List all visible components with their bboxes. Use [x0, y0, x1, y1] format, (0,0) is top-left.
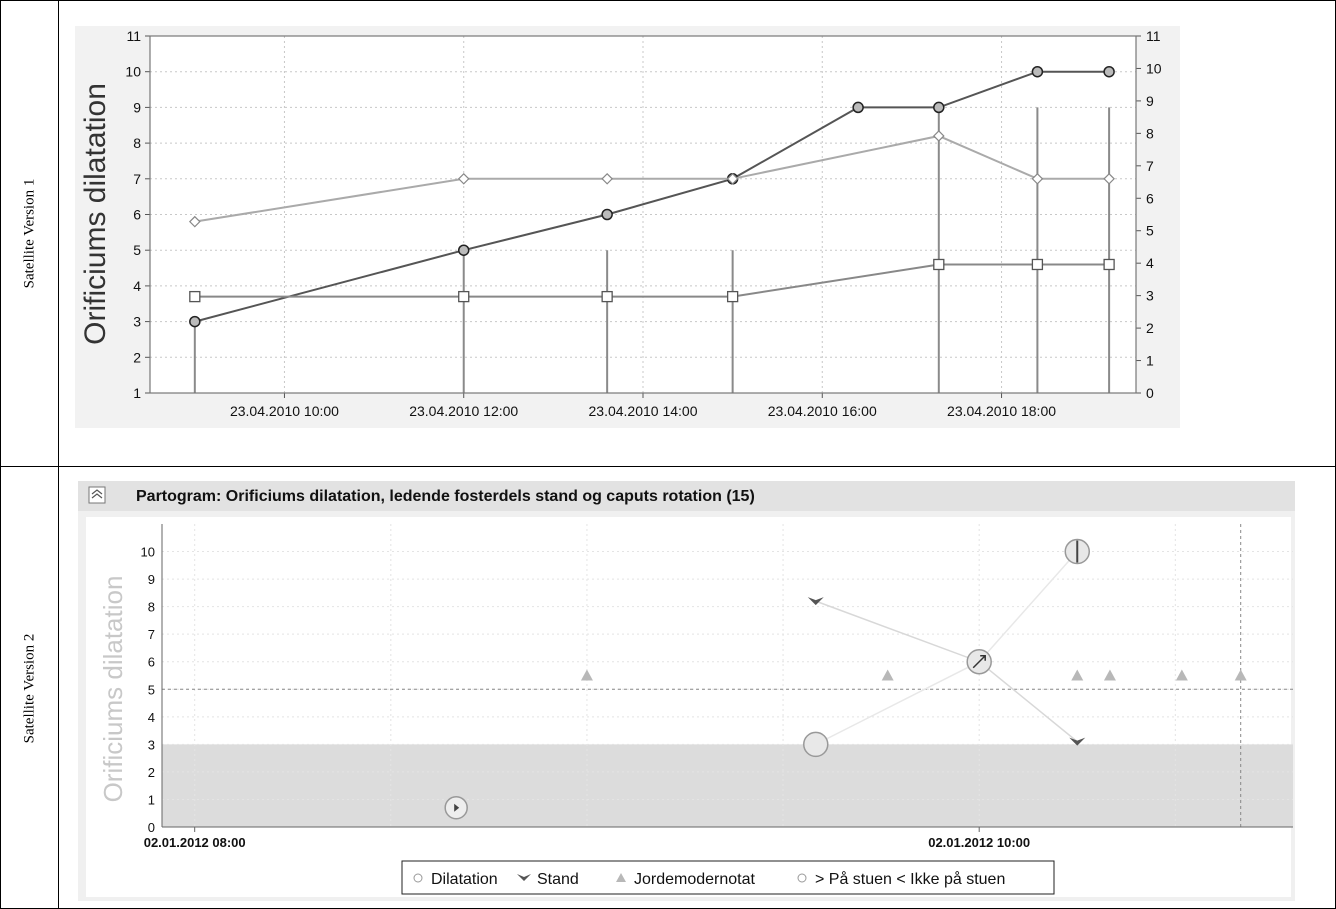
chart2-note-marker — [1234, 669, 1247, 681]
chart1-y2-tick-label: 3 — [1146, 288, 1154, 304]
chart2-y-tick-label: 0 — [148, 820, 155, 835]
chart1-point-circle — [852, 101, 864, 114]
legend-circle-icon — [413, 873, 423, 883]
chart1-point-circle — [601, 208, 613, 221]
chart1-point-diamond — [726, 172, 739, 185]
chart1-x-tick-label: 23.04.2010 14:00 — [589, 403, 698, 419]
chart2-room-arrow — [454, 803, 460, 812]
chart1-plot-frame — [149, 35, 1137, 394]
chart1-y-tick-label: 5 — [133, 242, 141, 258]
chart-version-1: 1 2 3 4 5 6 7 8 9 10 11 0 1 2 3 4 5 6 7 8 9 10 11 23.04.2010 10… — [75, 26, 1180, 428]
chart2-stand-marker — [1069, 737, 1086, 746]
chart1-y-tick-label: 2 — [133, 349, 141, 365]
chart2-y-tick-label: 1 — [148, 792, 155, 807]
chart2-y-tick-label: 2 — [148, 765, 155, 780]
chart2-y-tick-label: 6 — [148, 655, 155, 670]
chart1-y2-tick-label: 9 — [1146, 93, 1154, 109]
chart1-y-tick-label: 9 — [133, 99, 141, 115]
chart2-legend-box — [401, 860, 1055, 895]
chart2-x-tick-label: 02.01.2012 08:00 — [144, 835, 246, 850]
chart1-x-tick-label: 23.04.2010 12:00 — [409, 403, 518, 419]
chart1-y2-tick-label: 7 — [1146, 158, 1154, 174]
chart2-x-tick-label: 02.01.2012 10:00 — [928, 835, 1030, 850]
chart1-y2-tick-label: 1 — [1146, 353, 1154, 369]
chart1-y2-tick-label: 0 — [1146, 385, 1154, 401]
chart1-y-tick-label: 1 — [133, 385, 141, 401]
legend-item-label: Jordemodernotat — [634, 871, 756, 888]
chart1-x-tick-label: 23.04.2010 16:00 — [768, 403, 877, 419]
chart1-point-circle — [933, 101, 945, 114]
chart1-y-tick-label: 3 — [133, 314, 141, 330]
legend-triangle-icon — [616, 873, 626, 882]
chart1-point-diamond — [1103, 172, 1115, 185]
chart2-y-tick-label: 7 — [148, 627, 155, 642]
chart1-point-diamond — [932, 130, 945, 142]
chart2-y-tick-label: 10 — [141, 545, 155, 560]
chart1-y-axis-label: Orificiums dilatation — [79, 83, 112, 345]
chart2-y-tick-label: 5 — [148, 682, 155, 697]
chart1-point-square — [189, 290, 201, 303]
row-label-version-2: Satellite Version 2 — [21, 633, 38, 744]
chart1-y2-tick-label: 4 — [1146, 255, 1154, 271]
chart2-y-tick-label: 9 — [148, 572, 155, 587]
chart1-y-tick-label: 7 — [133, 171, 141, 187]
chart1-point-diamond — [601, 172, 613, 185]
chart1-point-square — [1031, 258, 1044, 271]
chart1-y-tick-label: 4 — [133, 278, 141, 294]
chart1-point-square — [458, 290, 470, 303]
chart1-point-square — [1103, 258, 1115, 271]
chart2-y-tick-label: 3 — [148, 737, 155, 752]
collapse-icon[interactable] — [88, 486, 106, 504]
chart1-y-tick-label: 10 — [125, 64, 141, 80]
chart2-note-marker — [881, 669, 894, 681]
chart1-point-diamond — [188, 215, 201, 228]
chart2-header-bar — [78, 481, 1295, 511]
chart2-title: Partogram: Orificiums dilatation, ledend… — [136, 488, 755, 505]
chart1-point-square — [601, 290, 613, 303]
chart2-dilatation-marker — [803, 731, 829, 758]
chart1-point-diamond — [1031, 172, 1044, 185]
chart1-point-circle — [457, 244, 470, 256]
chart2-panel — [86, 517, 1291, 897]
chart1-y2-tick-label: 8 — [1146, 125, 1154, 141]
chart1-point-circle — [189, 315, 201, 328]
chart1-y-tick-label: 11 — [126, 28, 141, 44]
chart1-x-tick-label: 23.04.2010 18:00 — [947, 403, 1056, 419]
chart-version-2: Partogram: Orificiums dilatation, ledend… — [78, 481, 1295, 901]
chart1-point-diamond — [457, 172, 470, 185]
chart2-y-tick-label: 4 — [148, 710, 155, 725]
chart1-point-circle — [1103, 65, 1115, 78]
chart2-note-marker — [1071, 669, 1084, 681]
chart2-note-marker — [580, 669, 593, 681]
legend-item-label: Stand — [537, 871, 579, 888]
chart1-y2-tick-label: 6 — [1146, 190, 1154, 206]
chart1-point-square — [933, 258, 945, 271]
chart2-note-marker — [1103, 669, 1116, 681]
chart1-y2-tick-label: 11 — [1146, 28, 1161, 44]
chart2-rotation-arrow — [972, 654, 986, 669]
chart1-y-tick-label: 8 — [133, 135, 141, 151]
row-label-version-1: Satellite Version 1 — [21, 178, 38, 289]
chart2-y-axis-label: Orificiums dilatation — [98, 576, 128, 803]
legend-circle-icon — [797, 873, 807, 883]
chart1-point-square — [726, 290, 739, 303]
chart2-shaded-band — [162, 744, 1293, 827]
chart1-y2-tick-label: 2 — [1146, 320, 1154, 336]
chart1-x-tick-label: 23.04.2010 10:00 — [230, 403, 339, 419]
chart1-y2-tick-label: 10 — [1146, 60, 1162, 76]
legend-stand-icon — [517, 874, 531, 881]
chart2-note-marker — [1175, 669, 1188, 681]
chart1-y-tick-label: 6 — [133, 207, 141, 223]
chart2-stand-marker — [807, 597, 824, 606]
chart2-legend: Dilatation Stand Jordemodernotat > På stuen… — [401, 860, 1055, 895]
chart1-y2-tick-label: 5 — [1146, 223, 1154, 239]
chart2-y-tick-label: 8 — [148, 600, 155, 615]
legend-item-label: > På stuen < Ikke på stuen — [815, 870, 1005, 888]
legend-item-label: Dilatation — [431, 871, 498, 888]
chart1-point-circle — [1031, 65, 1044, 78]
chart1-series-line-0 — [194, 70, 1110, 323]
